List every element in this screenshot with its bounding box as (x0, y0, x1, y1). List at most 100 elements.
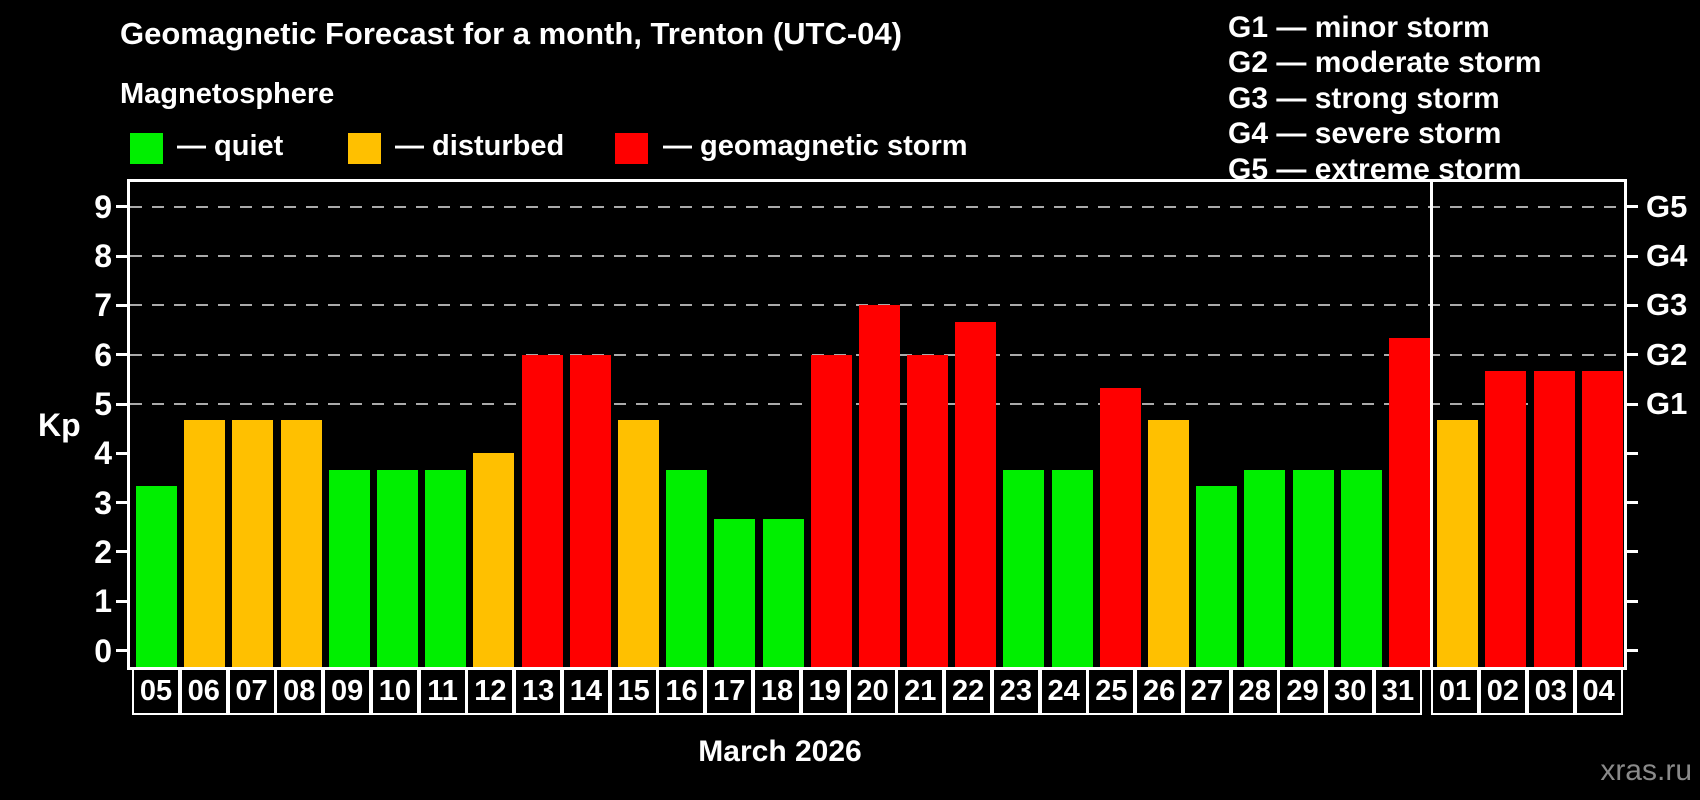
day-label-10: 10 (370, 668, 419, 715)
bar-day-08 (280, 420, 322, 667)
gridline-kp-7 (130, 304, 1624, 307)
y-tick-right-6 (1625, 353, 1638, 357)
y-tick-right-3 (1625, 501, 1638, 505)
day-label-05: 05 (132, 668, 180, 715)
y-tick-left-1 (116, 599, 129, 603)
bar-day-05 (136, 486, 177, 667)
quiet-swatch (130, 133, 163, 164)
day-label-26: 26 (1135, 668, 1184, 715)
x-axis-title: March 2026 (698, 735, 862, 768)
storm-swatch (615, 133, 648, 164)
day-label-23: 23 (991, 668, 1040, 715)
right-axis-label-G3: G3 (1646, 287, 1688, 323)
day-label-19: 19 (800, 668, 849, 715)
day-label-24: 24 (1039, 668, 1088, 715)
bar-day-04 (1581, 370, 1623, 667)
y-tick-right-1 (1625, 599, 1638, 603)
g-legend-line-1: G1 — minor storm (1228, 11, 1490, 44)
y-tick-right-0 (1625, 649, 1638, 652)
storm-legend-label: — geomagnetic storm (663, 130, 968, 162)
right-axis-label-G5: G5 (1646, 188, 1688, 224)
day-label-02: 02 (1478, 668, 1527, 715)
day-label-01: 01 (1431, 668, 1479, 715)
day-label-20: 20 (848, 668, 897, 715)
magnetosphere-subtitle: Magnetosphere (120, 78, 335, 110)
right-axis-label-G4: G4 (1646, 238, 1688, 274)
y-tick-label-1: 1 (94, 583, 112, 620)
bar-day-28 (1244, 469, 1286, 667)
y-tick-left-3 (116, 501, 129, 505)
y-tick-right-9 (1625, 205, 1638, 209)
quiet-legend-label: — quiet (177, 130, 284, 162)
day-label-06: 06 (179, 668, 228, 715)
y-tick-left-5 (116, 402, 129, 406)
day-label-28: 28 (1230, 668, 1279, 715)
bar-day-25 (1099, 387, 1141, 667)
g-legend-line-2: G2 — moderate storm (1228, 46, 1542, 80)
bar-day-16 (666, 469, 708, 667)
y-tick-left-6 (116, 353, 129, 357)
day-label-16: 16 (657, 668, 706, 715)
day-label-13: 13 (514, 668, 563, 715)
y-tick-label-6: 6 (94, 336, 112, 373)
day-label-15: 15 (609, 668, 658, 715)
bar-day-15 (617, 420, 659, 667)
y-tick-right-5 (1625, 402, 1638, 406)
y-tick-right-2 (1625, 550, 1638, 554)
bar-day-10 (376, 469, 418, 667)
y-tick-label-4: 4 (94, 435, 112, 472)
bar-day-06 (184, 420, 226, 667)
y-tick-label-7: 7 (94, 287, 112, 324)
bar-day-07 (232, 420, 274, 667)
right-axis-label-G2: G2 (1646, 336, 1688, 372)
bar-day-30 (1340, 469, 1382, 667)
g-legend-line-3: G3 — strong storm (1228, 81, 1500, 115)
y-tick-left-8 (116, 254, 129, 258)
y-tick-label-3: 3 (94, 484, 112, 521)
bar-day-02 (1485, 370, 1527, 667)
bar-day-19 (810, 354, 852, 667)
day-label-18: 18 (753, 668, 801, 715)
bar-day-29 (1292, 469, 1334, 667)
bar-day-11 (425, 469, 467, 667)
bar-day-14 (569, 354, 611, 667)
watermark: xras.ru (1600, 754, 1692, 787)
day-label-09: 09 (323, 668, 372, 715)
day-label-21: 21 (896, 668, 945, 715)
y-tick-right-4 (1625, 451, 1638, 455)
disturbed-legend-label: — disturbed (395, 130, 565, 162)
bar-day-26 (1148, 420, 1190, 667)
disturbed-swatch (348, 133, 381, 164)
bar-day-01 (1437, 420, 1479, 667)
y-axis-title: Kp (38, 407, 81, 443)
bar-day-27 (1196, 486, 1238, 667)
day-label-08: 08 (275, 668, 324, 715)
y-tick-label-2: 2 (94, 533, 112, 570)
day-label-29: 29 (1278, 668, 1327, 715)
bar-day-20 (858, 305, 900, 667)
bar-day-03 (1533, 370, 1575, 667)
y-tick-left-4 (116, 451, 129, 455)
y-tick-label-8: 8 (94, 238, 112, 275)
bar-day-12 (473, 453, 515, 667)
bar-day-21 (907, 354, 949, 667)
day-label-25: 25 (1087, 668, 1136, 715)
plot-area (127, 179, 1627, 670)
y-tick-label-0: 0 (94, 632, 112, 669)
y-tick-right-8 (1625, 254, 1638, 258)
gridline-kp-8 (130, 255, 1624, 258)
day-label-30: 30 (1326, 668, 1375, 715)
y-tick-label-5: 5 (94, 386, 112, 422)
day-label-12: 12 (466, 668, 515, 715)
day-label-11: 11 (418, 668, 467, 715)
bar-day-31 (1389, 338, 1431, 667)
bar-day-13 (521, 354, 563, 667)
day-label-17: 17 (705, 668, 754, 715)
day-label-07: 07 (227, 668, 276, 715)
y-tick-left-7 (116, 303, 129, 307)
day-label-03: 03 (1526, 668, 1575, 715)
bar-day-17 (714, 518, 756, 667)
day-label-14: 14 (561, 668, 610, 715)
y-tick-left-9 (116, 205, 129, 209)
